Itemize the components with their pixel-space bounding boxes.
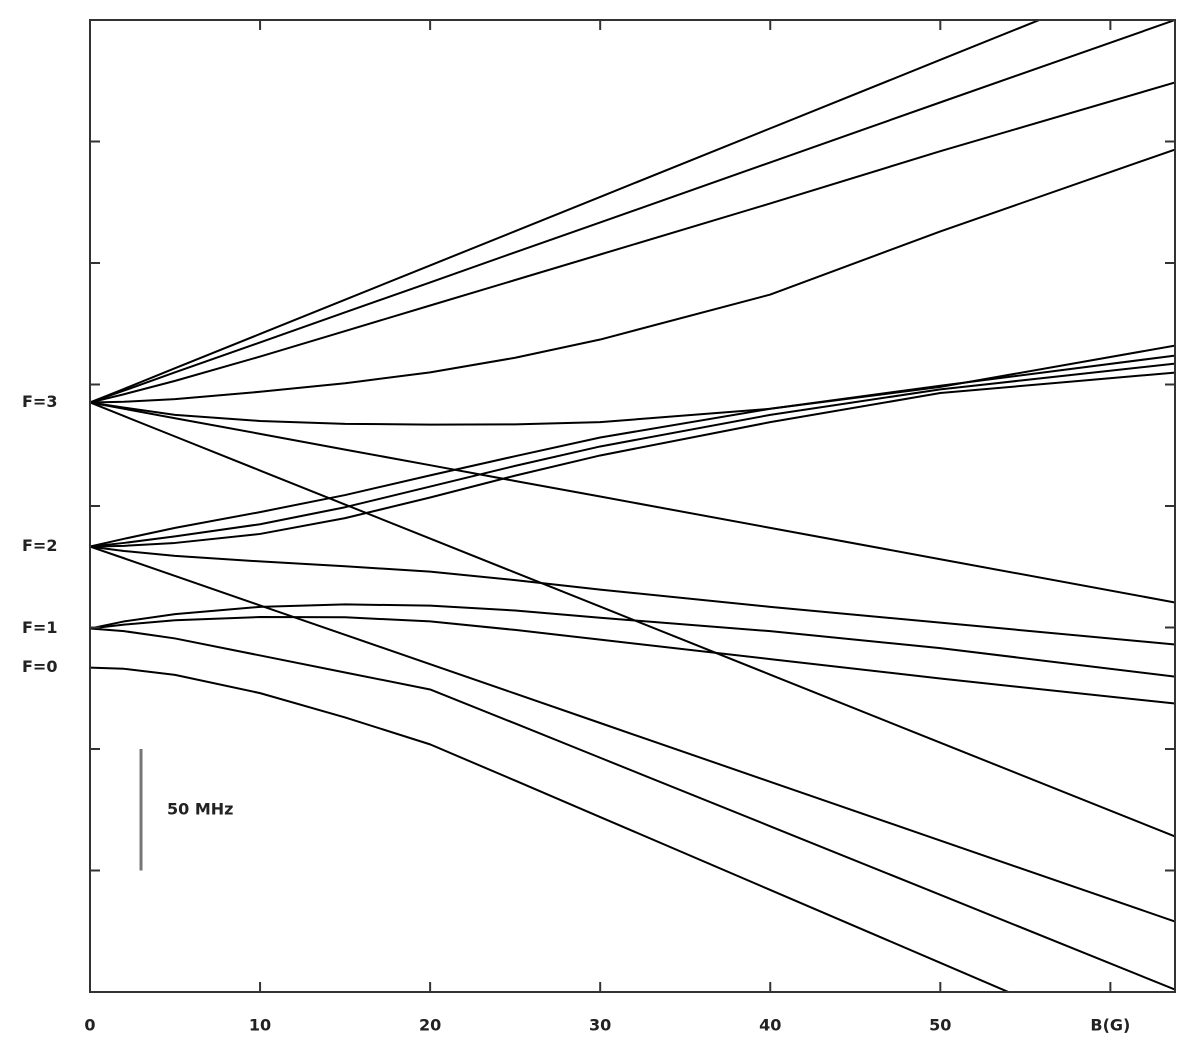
level-curve (90, 603, 1175, 678)
scale-bar-label: 50 MHz (167, 799, 233, 818)
x-tick-label: 30 (589, 1016, 611, 1035)
level-curve (90, 20, 1175, 404)
level-curve (90, 616, 1175, 705)
level-curve (90, 666, 1011, 992)
level-label: F=3 (22, 392, 57, 411)
x-tick-label: 40 (759, 1016, 781, 1035)
level-label: F=1 (22, 618, 57, 637)
level-label: F=0 (22, 657, 57, 676)
level-curve (90, 545, 1175, 646)
level-curve (90, 81, 1175, 404)
level-label: F=2 (22, 536, 57, 555)
level-curve (90, 20, 1042, 404)
curves (90, 20, 1175, 992)
plot-frame (89, 19, 1176, 993)
level-curve (90, 545, 1175, 923)
level-curve (90, 371, 1175, 548)
x-tick-label: 0 (84, 1016, 95, 1035)
level-curve (90, 344, 1175, 426)
level-curve (90, 354, 1175, 548)
level-curve (90, 401, 1175, 838)
level-curve (90, 627, 1175, 991)
x-tick-label: 50 (929, 1016, 951, 1035)
level-curve (90, 401, 1175, 604)
x-tick-label: 20 (419, 1016, 441, 1035)
level-curve (90, 148, 1175, 404)
x-tick-label: 10 (249, 1016, 271, 1035)
level-curve (90, 362, 1175, 548)
x-axis-label: B(G) (1090, 1016, 1130, 1035)
